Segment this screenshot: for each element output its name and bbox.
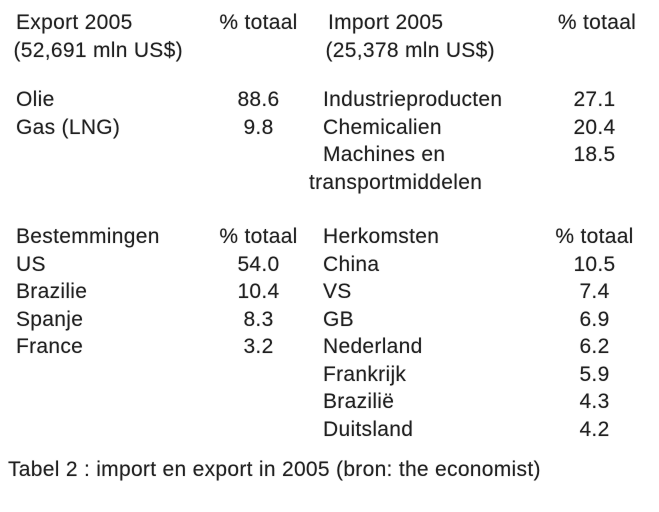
origins-header: Herkomsten xyxy=(323,225,440,248)
destination-row-label: France xyxy=(16,335,84,358)
import-row-label: Machines en transportmiddelen xyxy=(309,143,483,194)
destinations-table: Bestemmingen % totaal US 54.0 Brazilie 1… xyxy=(16,223,318,361)
origin-row-value: 6.2 xyxy=(579,335,610,358)
origin-row-value: 4.3 xyxy=(579,390,610,413)
origin-row-label: Brazilië xyxy=(323,390,395,413)
origin-row-value: 7.4 xyxy=(579,280,610,303)
origins-percent-header: % totaal xyxy=(555,225,634,248)
origin-row-value: 6.9 xyxy=(579,307,610,331)
export-title: Export 2005 xyxy=(16,11,133,34)
import-total-value: (25,378 mln US$) xyxy=(325,38,495,62)
origin-row-label: GB xyxy=(323,307,354,331)
origin-row-label: Nederland xyxy=(323,335,423,358)
export-table-header: Export 2005 % totaal (52,691 mln US$) xyxy=(13,9,318,64)
destinations-header: Bestemmingen xyxy=(16,225,160,248)
import-row-label: Industrieproducten xyxy=(323,88,503,111)
import-row-value: 27.1 xyxy=(573,88,616,111)
import-table-header: Import 2005 % totaal (25,378 mln US$) xyxy=(323,9,654,64)
export-row-label: Olie xyxy=(16,88,55,111)
import-table-rows: Industrieproducten 27.1 Chemicalien 20.4… xyxy=(309,86,654,196)
import-percent-header: % totaal xyxy=(557,11,637,34)
import-row-value: 20.4 xyxy=(573,115,616,139)
origin-row-label: Frankrijk xyxy=(323,362,407,386)
export-row-label: Gas (LNG) xyxy=(16,115,121,139)
origins-table: Herkomsten % totaal China 10.5 VS 7.4 GB… xyxy=(323,223,654,443)
destination-row-label: Spanje xyxy=(16,307,84,331)
origin-row-label: Duitsland xyxy=(323,417,414,441)
origin-row-label: China xyxy=(323,252,380,276)
origin-row-label: VS xyxy=(323,280,352,303)
origin-row-value: 4.2 xyxy=(579,417,610,441)
destinations-percent-header: % totaal xyxy=(219,225,298,248)
origin-row-value: 5.9 xyxy=(579,362,610,386)
import-title: Import 2005 xyxy=(328,11,444,34)
import-row-value: 18.5 xyxy=(573,143,616,166)
origin-row-value: 10.5 xyxy=(573,252,616,276)
destination-row-label: Brazilie xyxy=(16,280,88,303)
destination-row-value: 3.2 xyxy=(243,335,274,358)
export-table-rows: Olie 88.6 Gas (LNG) 9.8 xyxy=(16,86,318,141)
destination-row-label: US xyxy=(16,252,46,276)
import-row-label: Chemicalien xyxy=(323,115,442,139)
export-total-value: (52,691 mln US$) xyxy=(13,38,183,62)
export-row-value: 9.8 xyxy=(243,115,274,139)
export-percent-header: % totaal xyxy=(219,11,298,34)
destination-row-value: 54.0 xyxy=(237,252,280,276)
destination-row-value: 8.3 xyxy=(243,307,274,331)
export-row-value: 88.6 xyxy=(237,88,280,111)
table-caption: Tabel 2 : import en export in 2005 (bron… xyxy=(8,458,541,481)
destination-row-value: 10.4 xyxy=(237,280,280,303)
